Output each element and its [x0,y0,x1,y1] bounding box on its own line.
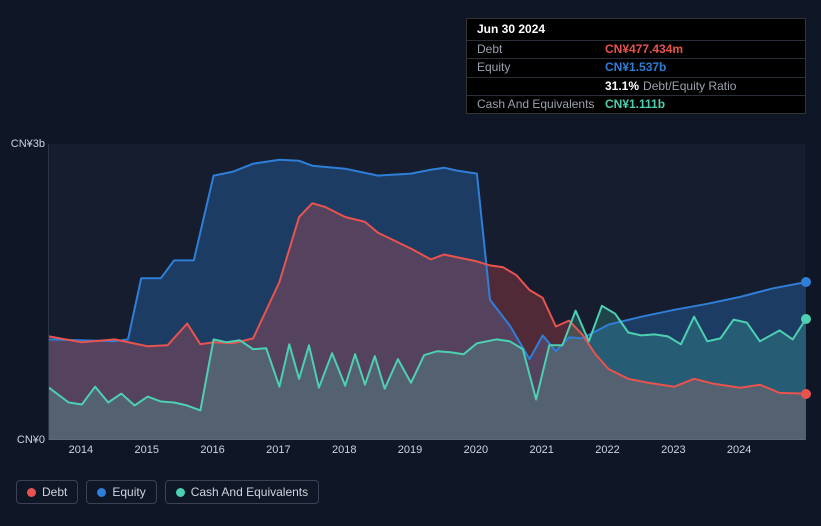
equity-end-marker [801,277,811,287]
x-axis-label: 2014 [69,444,93,456]
chart-container: 2014 2015 2016 2017 2018 2019 2020 2021 2022 2023… [16,124,805,464]
x-axis-label: 2023 [661,444,685,456]
x-axis-label: 2020 [464,444,488,456]
debt-end-marker [801,389,811,399]
y-axis-label: CN¥0 [0,434,45,446]
tooltip-row: 31.1% Debt/Equity Ratio [467,77,805,95]
legend-item-label: Cash And Equivalents [191,485,308,499]
tooltip-row-value: CN¥1.537b [605,61,666,74]
tooltip-row-value: CN¥477.434m [605,43,683,56]
x-axis-label: 2021 [529,444,553,456]
tooltip-row-label: Cash And Equivalents [477,98,605,111]
tooltip-ratio-percent: 31.1% [605,80,639,93]
x-axis-labels: 2014 2015 2016 2017 2018 2019 2020 2021 2022 2023… [48,444,805,460]
x-axis-label: 2022 [595,444,619,456]
x-axis-label: 2016 [200,444,224,456]
x-axis-label: 2024 [727,444,751,456]
legend-item-label: Equity [112,485,145,499]
legend-item-equity[interactable]: Equity [86,480,156,504]
x-axis-label: 2015 [134,444,158,456]
y-axis-label: CN¥3b [0,138,45,150]
chart-plot-area[interactable] [48,144,805,440]
legend-item-label: Debt [42,485,67,499]
x-axis-label: 2019 [398,444,422,456]
legend-item-cash[interactable]: Cash And Equivalents [165,480,319,504]
cash-end-marker [801,314,811,324]
legend-swatch-icon [27,488,36,497]
chart-svg [49,144,806,440]
chart-tooltip: Jun 30 2024 DebtCN¥477.434mEquityCN¥1.53… [466,18,806,114]
tooltip-date: Jun 30 2024 [467,19,805,40]
tooltip-row-label: Equity [477,61,605,74]
legend-item-debt[interactable]: Debt [16,480,78,504]
tooltip-row-label [477,80,605,93]
tooltip-row: DebtCN¥477.434m [467,40,805,58]
x-axis-label: 2017 [266,444,290,456]
tooltip-ratio-label: Debt/Equity Ratio [643,80,736,93]
x-axis-label: 2018 [332,444,356,456]
legend-swatch-icon [176,488,185,497]
tooltip-row-value: CN¥1.111b [605,98,665,111]
tooltip-row: Cash And EquivalentsCN¥1.111b [467,95,805,113]
chart-legend: Debt Equity Cash And Equivalents [16,480,319,504]
tooltip-rows: DebtCN¥477.434mEquityCN¥1.537b31.1%Debt/… [467,40,805,113]
tooltip-row-label: Debt [477,43,605,56]
tooltip-row: EquityCN¥1.537b [467,58,805,76]
legend-swatch-icon [97,488,106,497]
